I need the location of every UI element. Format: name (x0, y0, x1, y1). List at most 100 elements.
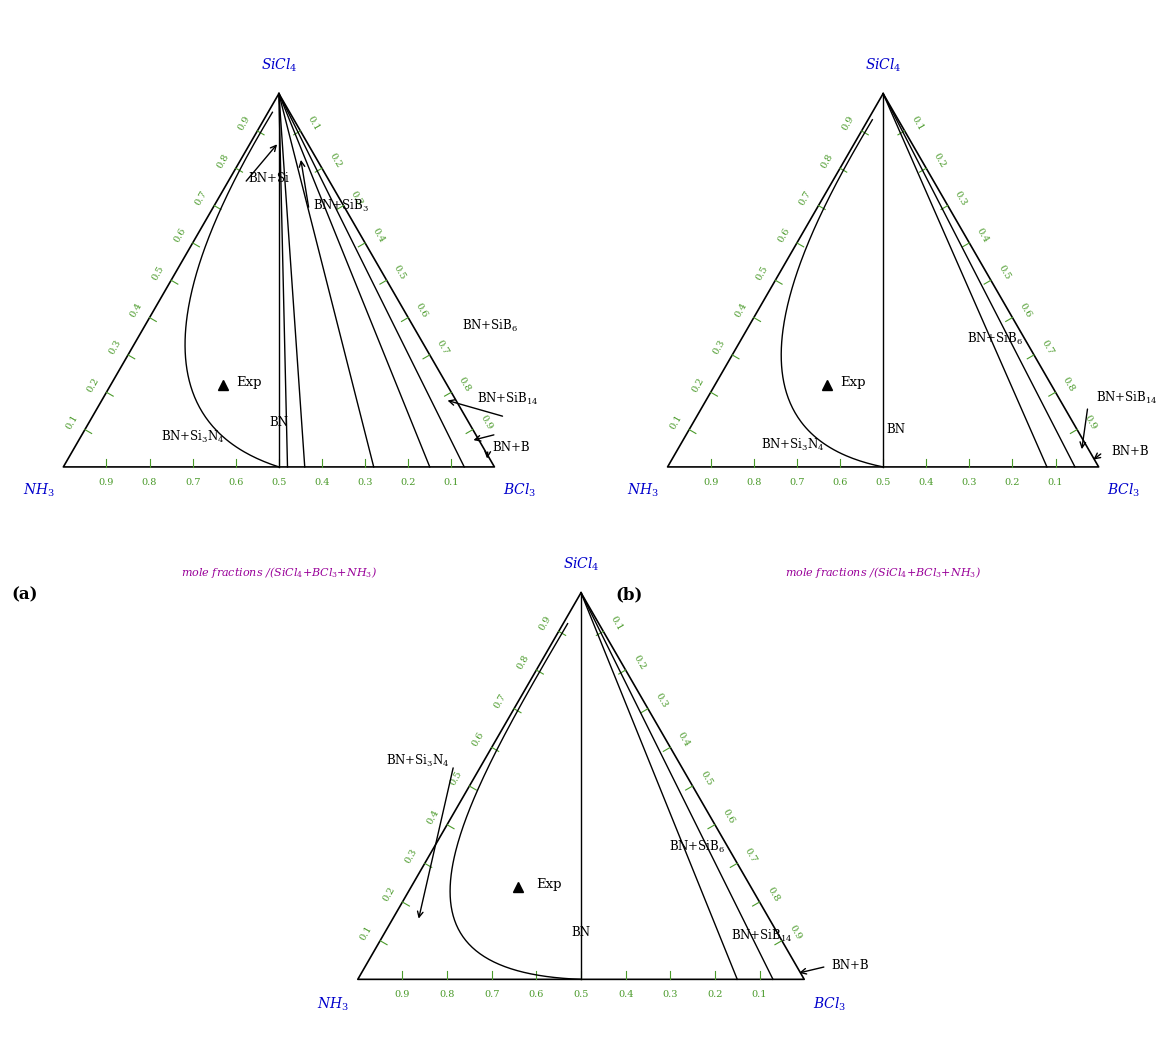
Text: mole fractions /(SiCl$_4$+BCl$_3$+NH$_3$): mole fractions /(SiCl$_4$+BCl$_3$+NH$_3$… (786, 565, 981, 581)
Text: $\mathit{BCl_3}$: $\mathit{BCl_3}$ (813, 995, 846, 1013)
Text: 0.7: 0.7 (743, 846, 759, 864)
Text: 0.2: 0.2 (708, 991, 723, 999)
Text: 0.6: 0.6 (529, 991, 544, 999)
Text: BN: BN (270, 415, 288, 429)
Text: 0.6: 0.6 (414, 301, 429, 319)
Text: 0.7: 0.7 (435, 338, 451, 356)
Text: 0.7: 0.7 (185, 477, 200, 487)
Text: BN+SiB$_6$: BN+SiB$_6$ (669, 839, 725, 855)
Text: 0.9: 0.9 (841, 115, 856, 133)
Text: 0.1: 0.1 (910, 115, 925, 133)
Text: 0.3: 0.3 (107, 338, 123, 356)
Text: 0.2: 0.2 (690, 376, 705, 394)
Text: 0.6: 0.6 (1018, 301, 1033, 319)
Text: BN+SiB$_6$: BN+SiB$_6$ (967, 331, 1024, 347)
Text: 0.4: 0.4 (918, 477, 934, 487)
Text: 0.7: 0.7 (483, 991, 500, 999)
Text: 0.7: 0.7 (493, 691, 508, 709)
Text: 0.5: 0.5 (573, 991, 589, 999)
Text: 0.1: 0.1 (609, 614, 625, 632)
Text: 0.8: 0.8 (515, 653, 531, 671)
Text: BN+Si: BN+Si (249, 173, 289, 186)
Text: 0.3: 0.3 (654, 691, 669, 709)
Text: Exp: Exp (840, 376, 866, 389)
Text: 0.2: 0.2 (1005, 477, 1020, 487)
Text: 0.8: 0.8 (457, 376, 472, 393)
Text: 0.8: 0.8 (142, 477, 157, 487)
Text: BN+Si$_3$N$_4$: BN+Si$_3$N$_4$ (761, 436, 824, 452)
Text: BN+SiB$_6$: BN+SiB$_6$ (462, 318, 518, 334)
Text: BN+SiB$_{14}$: BN+SiB$_{14}$ (478, 391, 539, 408)
Text: 0.1: 0.1 (444, 477, 459, 487)
Text: 0.6: 0.6 (172, 227, 187, 245)
Text: 0.1: 0.1 (306, 115, 321, 133)
Text: $\mathit{SiCl_4}$: $\mathit{SiCl_4}$ (865, 57, 902, 74)
Text: 0.2: 0.2 (401, 477, 416, 487)
Text: $\mathit{SiCl_4}$: $\mathit{SiCl_4}$ (260, 57, 297, 74)
Text: $\mathit{NH_3}$: $\mathit{NH_3}$ (627, 482, 659, 500)
Text: 0.4: 0.4 (371, 227, 386, 245)
Text: 0.3: 0.3 (403, 846, 419, 864)
Text: 0.7: 0.7 (193, 189, 209, 207)
Text: 0.4: 0.4 (129, 301, 144, 319)
Text: BN: BN (887, 423, 905, 436)
Text: 0.6: 0.6 (832, 477, 848, 487)
Text: 0.6: 0.6 (228, 477, 244, 487)
Text: 0.5: 0.5 (271, 477, 287, 487)
Text: 0.8: 0.8 (215, 152, 230, 170)
Text: 0.5: 0.5 (392, 264, 408, 281)
Text: BN+SiB$_3$: BN+SiB$_3$ (314, 197, 370, 214)
Text: $\mathit{SiCl_4}$: $\mathit{SiCl_4}$ (562, 555, 600, 572)
Text: BN+B: BN+B (493, 441, 530, 453)
Text: BN: BN (572, 926, 590, 939)
Text: 0.5: 0.5 (150, 264, 166, 281)
Text: 0.4: 0.4 (425, 808, 442, 826)
Text: 0.3: 0.3 (953, 189, 969, 207)
Text: 0.7: 0.7 (1039, 338, 1055, 356)
Text: BN+Si$_3$N$_4$: BN+Si$_3$N$_4$ (386, 753, 450, 768)
Text: 0.9: 0.9 (1083, 413, 1098, 431)
Text: 0.1: 0.1 (752, 991, 767, 999)
Text: 0.1: 0.1 (668, 413, 684, 431)
Text: $\mathit{BCl_3}$: $\mathit{BCl_3}$ (1107, 482, 1140, 500)
Text: 0.5: 0.5 (996, 264, 1012, 281)
Text: 0.7: 0.7 (797, 189, 813, 207)
Text: 0.6: 0.6 (720, 808, 737, 825)
Text: 0.9: 0.9 (99, 477, 114, 487)
Text: (a): (a) (12, 586, 38, 604)
Text: 0.4: 0.4 (618, 991, 633, 999)
Text: (b): (b) (616, 586, 644, 604)
Text: 0.3: 0.3 (962, 477, 977, 487)
Text: BN+SiB$_{14}$: BN+SiB$_{14}$ (731, 928, 792, 943)
Text: 0.6: 0.6 (776, 227, 791, 245)
Text: 0.1: 0.1 (64, 413, 80, 431)
Text: 0.3: 0.3 (358, 477, 373, 487)
Text: 0.8: 0.8 (746, 477, 761, 487)
Text: 0.8: 0.8 (819, 152, 834, 170)
Text: 0.3: 0.3 (349, 189, 365, 207)
Text: BN+B: BN+B (1112, 445, 1149, 457)
Text: BN+Si$_3$N$_4$: BN+Si$_3$N$_4$ (160, 429, 224, 445)
Text: 0.8: 0.8 (1061, 376, 1076, 393)
Text: 0.6: 0.6 (471, 730, 486, 748)
Text: 0.4: 0.4 (733, 301, 748, 319)
Text: 0.7: 0.7 (789, 477, 804, 487)
Text: $\mathit{NH_3}$: $\mathit{NH_3}$ (317, 995, 349, 1013)
Text: 0.9: 0.9 (237, 115, 252, 133)
Text: 0.5: 0.5 (754, 264, 770, 281)
Text: 0.5: 0.5 (698, 769, 713, 787)
Text: 0.2: 0.2 (381, 885, 396, 903)
Text: 0.2: 0.2 (932, 152, 947, 170)
Text: 0.9: 0.9 (788, 924, 803, 942)
Text: 0.2: 0.2 (328, 152, 343, 170)
Text: mole fractions /(SiCl$_4$+BCl$_3$+NH$_3$): mole fractions /(SiCl$_4$+BCl$_3$+NH$_3$… (181, 565, 376, 581)
Text: 0.4: 0.4 (676, 730, 691, 748)
Text: 0.3: 0.3 (711, 338, 727, 356)
Text: 0.5: 0.5 (449, 769, 464, 787)
Text: 0.4: 0.4 (975, 227, 990, 245)
Text: $\mathit{BCl_3}$: $\mathit{BCl_3}$ (503, 482, 536, 500)
Text: 0.9: 0.9 (703, 477, 718, 487)
Text: 0.8: 0.8 (766, 885, 781, 903)
Text: BN+SiB$_{14}$: BN+SiB$_{14}$ (1097, 390, 1159, 406)
Text: 0.9: 0.9 (537, 614, 553, 632)
